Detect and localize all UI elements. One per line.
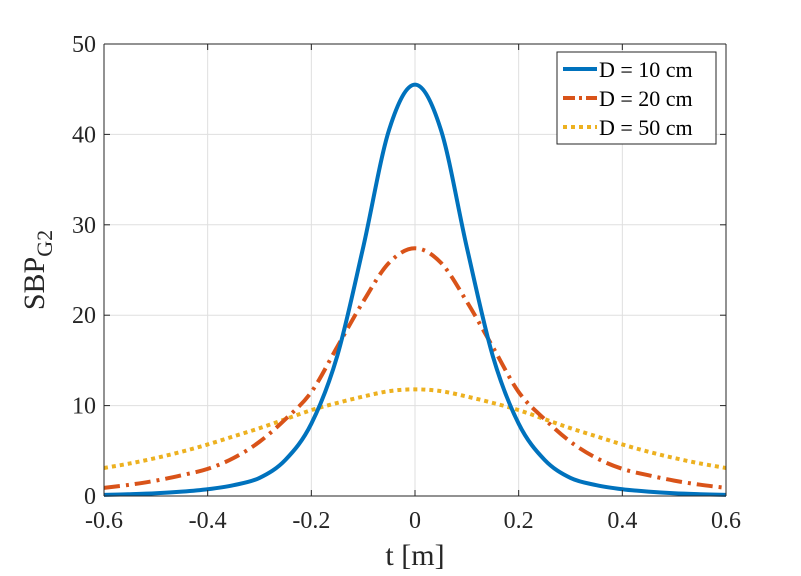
y-tick-label: 20 [72,303,96,329]
y-tick-label: 40 [72,122,96,148]
series-line-d-10-cm [103,82,727,497]
x-axis-label: t [m] [385,539,444,572]
legend-label: D = 50 cm [599,115,693,140]
legend: D = 10 cm D = 20 cm D = 50 cm [556,51,717,145]
y-axis-label-subscript: G2 [32,230,57,257]
ticks [103,43,727,497]
y-tick-label: 0 [84,484,96,510]
tick-labels: -0.6 -0.4 -0.2 0 0.2 0.4 0.6 0 10 20 30 40 50 [72,32,741,534]
y-tick-label: 50 [72,32,96,58]
legend-label: D = 20 cm [599,86,693,111]
series-line-d-20-cm [103,246,727,490]
y-tick-label: 10 [72,394,96,420]
series-line-d-50-cm [103,387,727,470]
x-tick-label: 0 [409,508,421,534]
y-axis-label-main: SBP [18,257,51,310]
x-tick-label: 0.4 [607,508,637,534]
y-tick-label: 30 [72,213,96,239]
y-axis-label: SBPG2 [18,230,57,310]
x-tick-label: 0.6 [711,508,741,534]
x-tick-label: -0.4 [189,508,227,534]
x-tick-label: -0.2 [292,508,330,534]
legend-label: D = 10 cm [599,57,693,82]
x-tick-label: 0.2 [504,508,534,534]
series-group [103,82,727,497]
x-tick-label: -0.6 [85,508,123,534]
